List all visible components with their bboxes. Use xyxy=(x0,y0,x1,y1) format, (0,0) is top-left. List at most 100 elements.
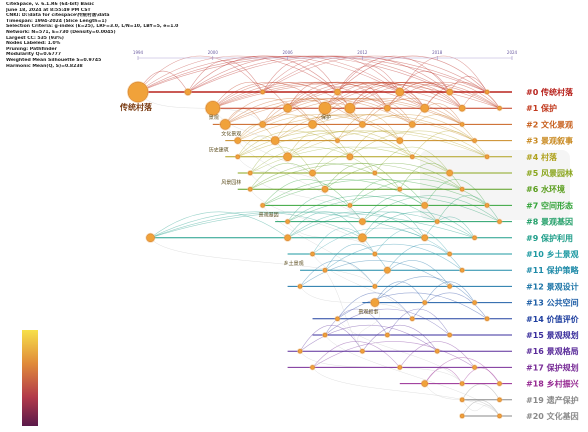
keyword-node[interactable] xyxy=(422,300,427,305)
keyword-node[interactable] xyxy=(484,316,490,321)
keyword-node[interactable] xyxy=(472,235,477,241)
cluster-label[interactable]: #14 价值评价 xyxy=(526,314,580,324)
cluster-label[interactable]: #18 乡村振兴 xyxy=(526,379,579,389)
keyword-node[interactable] xyxy=(420,103,429,113)
keyword-node[interactable] xyxy=(459,122,465,127)
keyword-node[interactable] xyxy=(447,251,452,257)
keyword-node[interactable] xyxy=(421,234,428,242)
keyword-node[interactable] xyxy=(270,136,280,145)
keyword-node[interactable] xyxy=(184,88,192,96)
cluster-label[interactable]: #5 风景园林 xyxy=(526,168,573,178)
keyword-node[interactable] xyxy=(395,87,404,97)
keyword-node[interactable] xyxy=(396,137,403,144)
keyword-node[interactable] xyxy=(335,138,340,143)
keyword-node[interactable] xyxy=(372,170,378,176)
keyword-node[interactable] xyxy=(205,100,221,116)
keyword-node[interactable] xyxy=(234,137,241,144)
keyword-node[interactable] xyxy=(497,413,502,419)
cluster-label[interactable]: #6 水环境 xyxy=(526,184,565,194)
keyword-node[interactable] xyxy=(344,102,356,114)
keyword-node[interactable] xyxy=(318,101,332,115)
keyword-node[interactable] xyxy=(459,413,465,419)
keyword-node[interactable] xyxy=(347,203,353,208)
keyword-node[interactable] xyxy=(435,219,440,224)
keyword-node[interactable] xyxy=(247,170,253,176)
keyword-node[interactable] xyxy=(247,186,253,192)
cluster-label[interactable]: #8 景观基因 xyxy=(526,217,573,227)
keyword-node[interactable] xyxy=(497,397,502,402)
cluster-label[interactable]: #9 保护利用 xyxy=(526,233,573,243)
keyword-node[interactable] xyxy=(297,284,303,289)
keyword-node[interactable] xyxy=(385,332,390,338)
keyword-node[interactable] xyxy=(484,154,490,160)
keyword-node[interactable] xyxy=(459,397,465,402)
keyword-node[interactable] xyxy=(322,332,328,338)
keyword-node[interactable] xyxy=(472,300,477,305)
cluster-label[interactable]: #4 村落 xyxy=(526,152,558,162)
keyword-node[interactable] xyxy=(310,365,315,370)
keyword-node[interactable] xyxy=(497,105,502,111)
keyword-node[interactable] xyxy=(459,186,465,192)
keyword-node[interactable] xyxy=(484,89,490,95)
keyword-node[interactable] xyxy=(384,267,391,274)
keyword-node[interactable] xyxy=(359,218,366,225)
keyword-node[interactable] xyxy=(370,298,380,307)
cluster-label[interactable]: #7 空间形态 xyxy=(526,200,573,210)
keyword-node[interactable] xyxy=(484,203,490,208)
keyword-node[interactable] xyxy=(459,381,465,386)
keyword-node[interactable] xyxy=(335,316,340,321)
keyword-node[interactable] xyxy=(220,119,231,130)
keyword-node[interactable] xyxy=(410,316,415,321)
keyword-node[interactable] xyxy=(297,349,303,354)
keyword-node[interactable] xyxy=(235,154,240,160)
keyword-node[interactable] xyxy=(259,121,266,128)
cluster-label[interactable]: #3 景观叙事 xyxy=(526,136,573,146)
keyword-node[interactable] xyxy=(446,88,453,96)
keyword-node[interactable] xyxy=(397,365,402,370)
keyword-node[interactable] xyxy=(497,381,502,386)
keyword-node[interactable] xyxy=(372,251,378,257)
keyword-node[interactable] xyxy=(285,219,290,224)
keyword-node[interactable] xyxy=(397,186,402,192)
keyword-node[interactable] xyxy=(309,169,316,177)
keyword-node[interactable] xyxy=(334,88,341,96)
cluster-label[interactable]: #2 文化景观 xyxy=(526,119,573,129)
keyword-node[interactable] xyxy=(497,219,502,224)
keyword-node[interactable] xyxy=(447,284,452,289)
cluster-label[interactable]: #19 遗产保护 xyxy=(526,395,579,405)
keyword-node[interactable] xyxy=(360,349,365,354)
keyword-node[interactable] xyxy=(472,365,477,370)
keyword-node[interactable] xyxy=(458,104,466,112)
cluster-label[interactable]: #0 传统村落 xyxy=(526,87,574,97)
keyword-node[interactable] xyxy=(459,268,465,273)
cluster-label[interactable]: #11 保护策略 xyxy=(526,265,580,275)
keyword-node[interactable] xyxy=(421,380,428,387)
cluster-label[interactable]: #1 保护 xyxy=(526,103,557,113)
cluster-label[interactable]: #15 景观规划 xyxy=(526,330,579,340)
keyword-node[interactable] xyxy=(359,121,366,128)
keyword-node[interactable] xyxy=(321,185,329,193)
keyword-node[interactable] xyxy=(358,233,367,243)
keyword-node[interactable] xyxy=(384,104,391,112)
keyword-node[interactable] xyxy=(283,103,292,113)
cluster-label[interactable]: #17 保护规划 xyxy=(526,362,579,372)
cluster-label[interactable]: #20 文化基因 xyxy=(526,411,579,421)
cluster-label[interactable]: #16 景观格局 xyxy=(526,346,579,356)
keyword-node[interactable] xyxy=(283,152,292,162)
keyword-node[interactable] xyxy=(446,169,453,177)
keyword-node[interactable] xyxy=(435,349,440,354)
keyword-node[interactable] xyxy=(127,81,149,103)
keyword-node[interactable] xyxy=(308,120,317,129)
keyword-node[interactable] xyxy=(421,202,428,209)
keyword-node[interactable] xyxy=(447,332,452,338)
keyword-node[interactable] xyxy=(310,251,315,257)
cluster-label[interactable]: #13 公共空间 xyxy=(526,298,579,308)
keyword-node[interactable] xyxy=(322,268,328,273)
cluster-label[interactable]: #12 景观设计 xyxy=(526,281,579,291)
keyword-node[interactable] xyxy=(284,234,291,242)
keyword-node[interactable] xyxy=(346,153,354,161)
keyword-node[interactable] xyxy=(409,121,416,128)
keyword-node[interactable] xyxy=(372,284,378,289)
keyword-node[interactable] xyxy=(146,233,155,243)
keyword-node[interactable] xyxy=(260,89,265,95)
